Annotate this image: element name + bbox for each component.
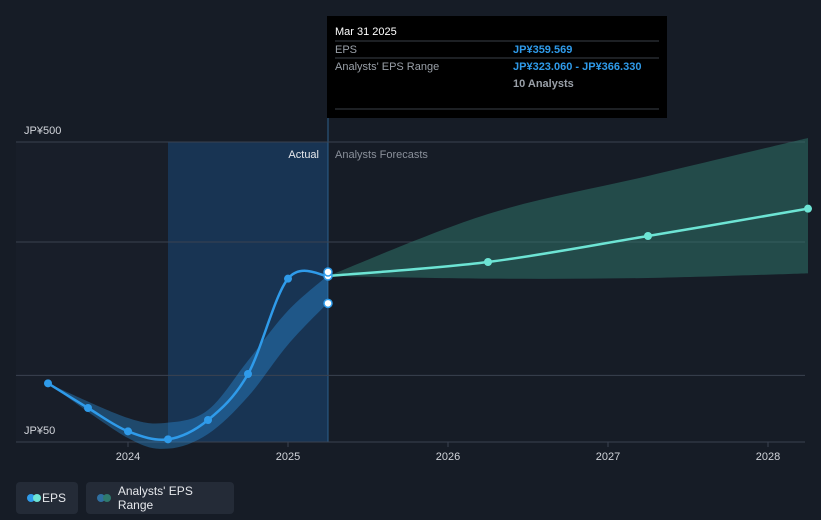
- eps-swatch-dot: [33, 494, 41, 502]
- eps-actual-point: [44, 379, 52, 388]
- eps-forecast-point: [804, 204, 812, 213]
- tooltip-range-label: Analysts' EPS Range: [335, 61, 439, 73]
- range-swatch-dot: [97, 494, 105, 502]
- eps-legend-swatch: [27, 494, 41, 502]
- y-axis-label-bottom: JP¥50: [24, 425, 55, 437]
- tooltip-analysts-count: 10 Analysts: [513, 78, 574, 90]
- series-lines: [46, 207, 810, 441]
- x-tick-label: 2025: [276, 451, 300, 463]
- tooltip-eps-value: JP¥359.569: [513, 44, 572, 56]
- legend-label-eps-range: Analysts' EPS Range: [117, 484, 193, 512]
- x-tick-label: 2028: [756, 451, 780, 463]
- legend-label-eps: EPS: [41, 491, 66, 505]
- eps-forecast-point: [644, 232, 652, 240]
- eps-actual-point: [244, 370, 252, 378]
- legend-item-eps-range[interactable]: Analysts' EPS Range: [86, 482, 234, 514]
- x-tick-label: 2024: [116, 451, 140, 463]
- axis-labels: JP¥500 JP¥50 Actual Analysts Forecasts 2…: [24, 125, 780, 463]
- chart-svg: JP¥500 JP¥50 Actual Analysts Forecasts 2…: [16, 16, 812, 463]
- legend-item-eps[interactable]: EPS: [16, 482, 78, 514]
- x-tick-label: 2027: [596, 451, 620, 463]
- eps-actual-point: [84, 404, 92, 412]
- eps-forecast-point: [484, 258, 492, 266]
- actual-eps-range-band: [48, 275, 328, 449]
- series-points: [44, 204, 812, 444]
- range-bands: [48, 138, 808, 449]
- history-region: [16, 142, 168, 442]
- forecast-eps-range-band: [328, 138, 808, 279]
- tooltip: Mar 31 2025 EPS JP¥359.569 Analysts' EPS…: [327, 16, 667, 118]
- latest-eps-marker: [323, 267, 333, 277]
- eps-range-legend-swatch: [97, 494, 111, 502]
- eps-actual-point: [124, 427, 132, 436]
- tooltip-date: Mar 31 2025: [335, 26, 397, 38]
- y-axis-label-top: JP¥500: [24, 125, 61, 137]
- x-tick-label: 2026: [436, 451, 460, 463]
- eps-swatch-dot: [27, 494, 35, 502]
- tooltip-eps-label: EPS: [335, 44, 357, 56]
- eps-forecast-line: [326, 207, 810, 278]
- tooltip-box: [327, 16, 667, 118]
- eps-actual-point: [284, 274, 292, 283]
- tooltip-range-value: JP¥323.060 - JP¥366.330: [513, 61, 641, 73]
- eps-actual-point: [164, 435, 172, 444]
- latest-eps-marker: [323, 298, 333, 309]
- forecast-region-label: Analysts Forecasts: [335, 149, 428, 161]
- range-swatch-dot: [103, 494, 111, 502]
- actual-region: [168, 142, 328, 442]
- background-layer: [16, 16, 329, 442]
- eps-actual-line: [46, 269, 330, 441]
- eps-actual-point: [204, 416, 212, 424]
- actual-region-label: Actual: [288, 149, 319, 161]
